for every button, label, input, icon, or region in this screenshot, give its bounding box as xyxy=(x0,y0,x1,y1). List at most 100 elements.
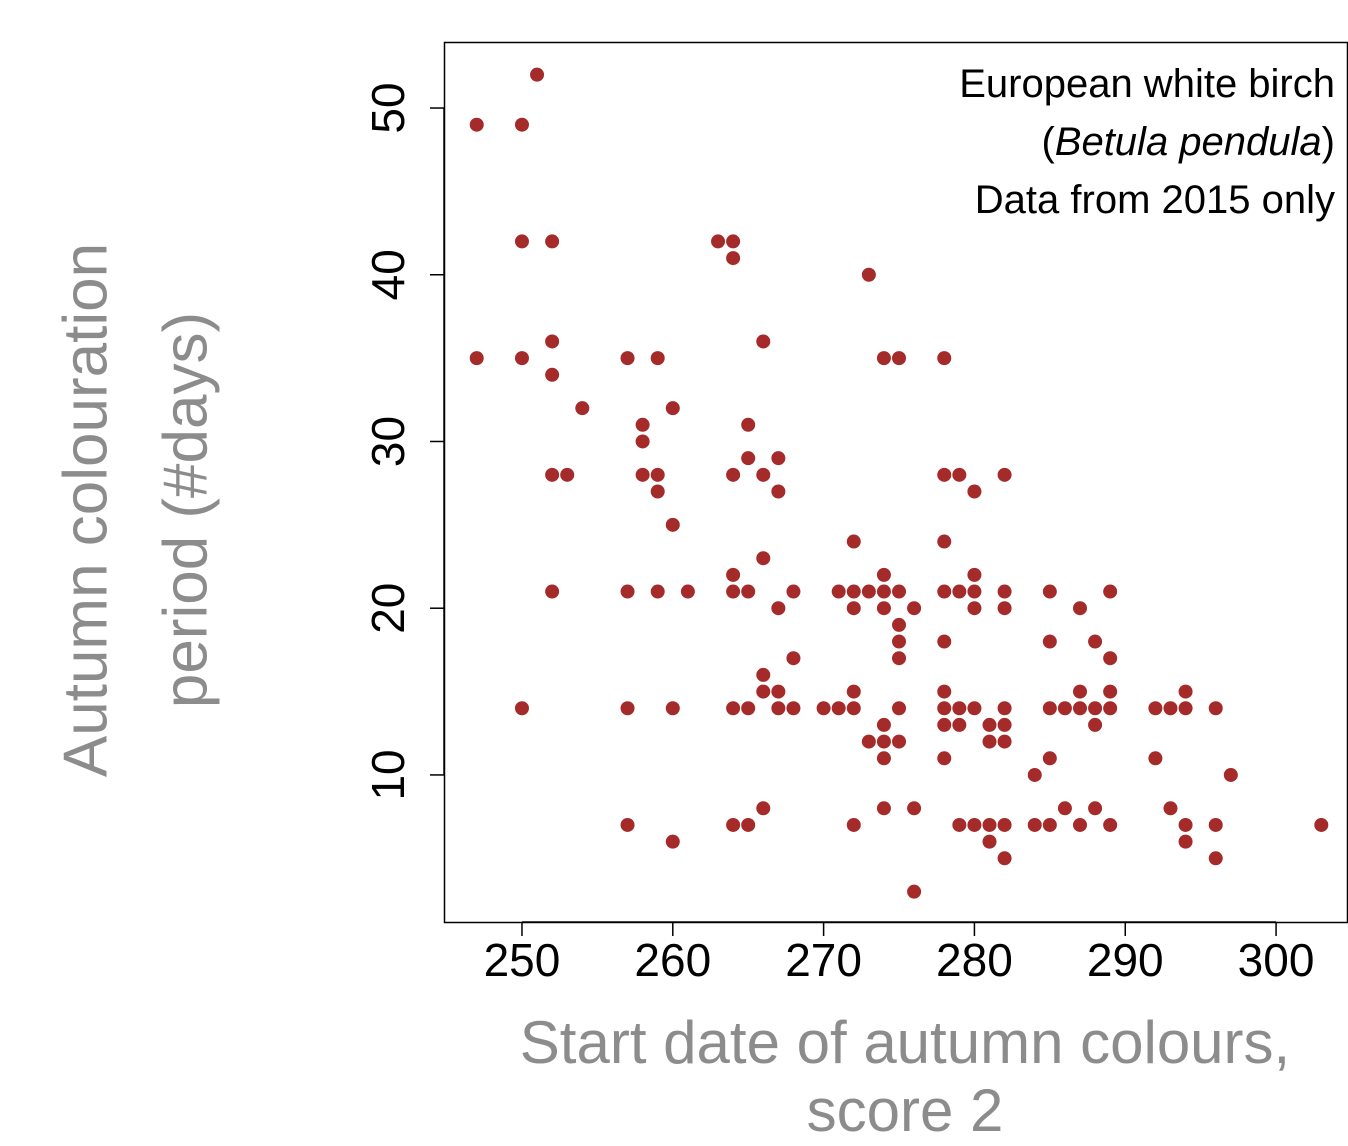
point xyxy=(726,701,741,716)
point xyxy=(997,601,1012,616)
point xyxy=(907,884,922,899)
point xyxy=(1178,834,1193,849)
point xyxy=(937,584,952,599)
point xyxy=(665,517,680,532)
point xyxy=(771,684,786,699)
annotation: (Betula pendula) xyxy=(1041,120,1335,164)
point xyxy=(876,351,891,366)
point xyxy=(1178,684,1193,699)
point xyxy=(545,234,560,249)
x-tick-label: 280 xyxy=(936,934,1013,986)
point xyxy=(816,701,831,716)
y-tick-label: 50 xyxy=(362,82,414,133)
point xyxy=(952,817,967,832)
annotation-part: European white birch xyxy=(959,62,1335,106)
point xyxy=(831,701,846,716)
point xyxy=(635,467,650,482)
point xyxy=(545,584,560,599)
point xyxy=(1178,701,1193,716)
point xyxy=(1072,817,1087,832)
annotation-part: ) xyxy=(1322,120,1335,164)
y-tick-label: 10 xyxy=(362,749,414,800)
point xyxy=(1163,801,1178,816)
point xyxy=(1042,584,1057,599)
y-axis-label: Autumn colouration xyxy=(51,243,120,777)
point xyxy=(846,817,861,832)
point xyxy=(711,234,726,249)
point xyxy=(575,401,590,416)
annotation: Data from 2015 only xyxy=(975,178,1335,222)
point xyxy=(846,584,861,599)
point xyxy=(665,834,680,849)
point xyxy=(1088,801,1103,816)
point xyxy=(1208,817,1223,832)
point xyxy=(892,584,907,599)
point xyxy=(650,584,665,599)
point xyxy=(545,334,560,349)
point xyxy=(771,701,786,716)
point xyxy=(967,817,982,832)
point xyxy=(967,701,982,716)
point xyxy=(756,684,771,699)
point xyxy=(1027,767,1042,782)
point xyxy=(967,484,982,499)
point xyxy=(937,634,952,649)
point xyxy=(741,584,756,599)
point xyxy=(892,651,907,666)
point xyxy=(1103,701,1118,716)
point xyxy=(530,67,545,82)
point xyxy=(876,751,891,766)
point xyxy=(469,117,484,132)
point xyxy=(967,567,982,582)
point xyxy=(846,601,861,616)
point xyxy=(1057,701,1072,716)
point xyxy=(756,467,771,482)
point xyxy=(982,817,997,832)
point xyxy=(831,584,846,599)
point xyxy=(1088,701,1103,716)
point xyxy=(620,584,635,599)
point xyxy=(937,751,952,766)
point xyxy=(680,584,695,599)
point xyxy=(786,701,801,716)
point xyxy=(469,351,484,366)
point xyxy=(650,467,665,482)
point xyxy=(726,467,741,482)
point xyxy=(876,801,891,816)
point xyxy=(756,551,771,566)
point xyxy=(771,484,786,499)
point xyxy=(741,817,756,832)
point xyxy=(876,567,891,582)
annotation-part: ( xyxy=(1041,120,1055,164)
point xyxy=(1103,684,1118,699)
point xyxy=(861,584,876,599)
point xyxy=(620,701,635,716)
point xyxy=(514,117,529,132)
point xyxy=(1163,701,1178,716)
point xyxy=(620,351,635,366)
point xyxy=(937,534,952,549)
point xyxy=(665,701,680,716)
point xyxy=(726,251,741,266)
point xyxy=(1178,817,1193,832)
point xyxy=(937,351,952,366)
point xyxy=(726,567,741,582)
point xyxy=(861,734,876,749)
point xyxy=(1088,634,1103,649)
point xyxy=(892,701,907,716)
x-tick-label: 270 xyxy=(785,934,862,986)
point xyxy=(952,717,967,732)
point xyxy=(1042,701,1057,716)
point xyxy=(786,651,801,666)
point xyxy=(861,267,876,282)
point xyxy=(907,801,922,816)
point xyxy=(726,584,741,599)
point xyxy=(997,734,1012,749)
plot-frame xyxy=(443,41,1348,924)
point xyxy=(560,467,575,482)
point xyxy=(1314,817,1329,832)
y-tick-label: 40 xyxy=(362,249,414,300)
point xyxy=(741,417,756,432)
point xyxy=(937,717,952,732)
point xyxy=(1148,701,1163,716)
